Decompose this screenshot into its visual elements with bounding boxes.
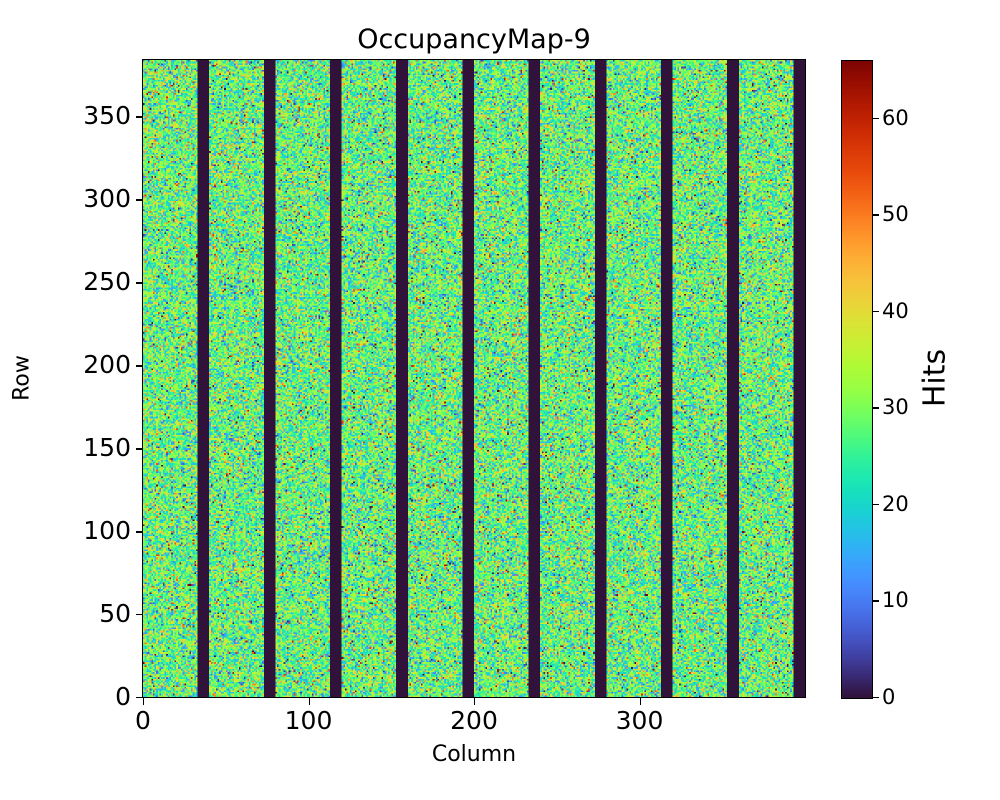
y-tick-mark <box>136 448 143 450</box>
y-tick-label: 100 <box>83 516 131 546</box>
y-tick-label: 350 <box>83 101 131 131</box>
x-tick-label: 200 <box>450 706 498 735</box>
x-tick-label: 0 <box>135 706 151 735</box>
y-tick-label: 250 <box>83 267 131 297</box>
x-tick-mark <box>474 698 476 705</box>
colorbar-tick-mark <box>873 117 879 120</box>
y-tick-mark <box>136 531 143 533</box>
x-tick-mark <box>143 698 145 705</box>
y-tick-mark <box>136 116 143 118</box>
colorbar-tick-label: 10 <box>882 588 909 613</box>
y-tick-label: 300 <box>83 184 131 214</box>
y-tick-mark <box>136 282 143 284</box>
colorbar-tick-label: 20 <box>882 491 909 516</box>
page-title: OccupancyMap-9 <box>357 24 591 55</box>
colorbar-tick-mark <box>873 214 879 216</box>
y-tick-label: 0 <box>115 682 131 711</box>
axis-spine-top <box>142 59 806 61</box>
occupancy-heatmap-canvas <box>143 60 805 697</box>
heatmap-axes <box>143 60 805 697</box>
y-tick-label: 50 <box>99 599 131 629</box>
x-tick-label: 300 <box>615 706 664 735</box>
axis-spine-right <box>805 60 807 698</box>
x-axis-label: Column <box>431 742 517 767</box>
y-tick-mark <box>136 199 143 201</box>
y-axis-label: Row <box>9 355 35 401</box>
y-tick-mark <box>136 614 143 616</box>
y-tick-label: 150 <box>83 433 131 463</box>
colorbar-label: Hits <box>917 348 953 408</box>
colorbar-tick-label: 30 <box>882 395 909 420</box>
colorbar-tick-mark <box>873 407 879 409</box>
x-tick-mark <box>308 698 310 705</box>
x-tick-label: 100 <box>284 706 333 735</box>
y-tick-mark <box>136 697 143 699</box>
colorbar-tick-label: 60 <box>882 105 909 130</box>
x-tick-mark <box>639 698 641 705</box>
colorbar-tick-mark <box>873 310 879 313</box>
axis-spine-bottom <box>142 697 806 699</box>
colorbar-tick-label: 40 <box>882 298 909 323</box>
colorbar-tick-mark <box>873 600 879 602</box>
axis-spine-left <box>142 60 144 698</box>
colorbar-tick-label: 0 <box>882 685 896 709</box>
colorbar-tick-mark <box>873 503 879 506</box>
colorbar-gradient <box>842 61 872 698</box>
y-tick-label: 200 <box>83 350 131 380</box>
colorbar-tick-label: 50 <box>882 202 909 227</box>
y-tick-mark <box>136 365 143 367</box>
colorbar-tick-mark <box>873 697 879 699</box>
colorbar <box>841 60 873 699</box>
